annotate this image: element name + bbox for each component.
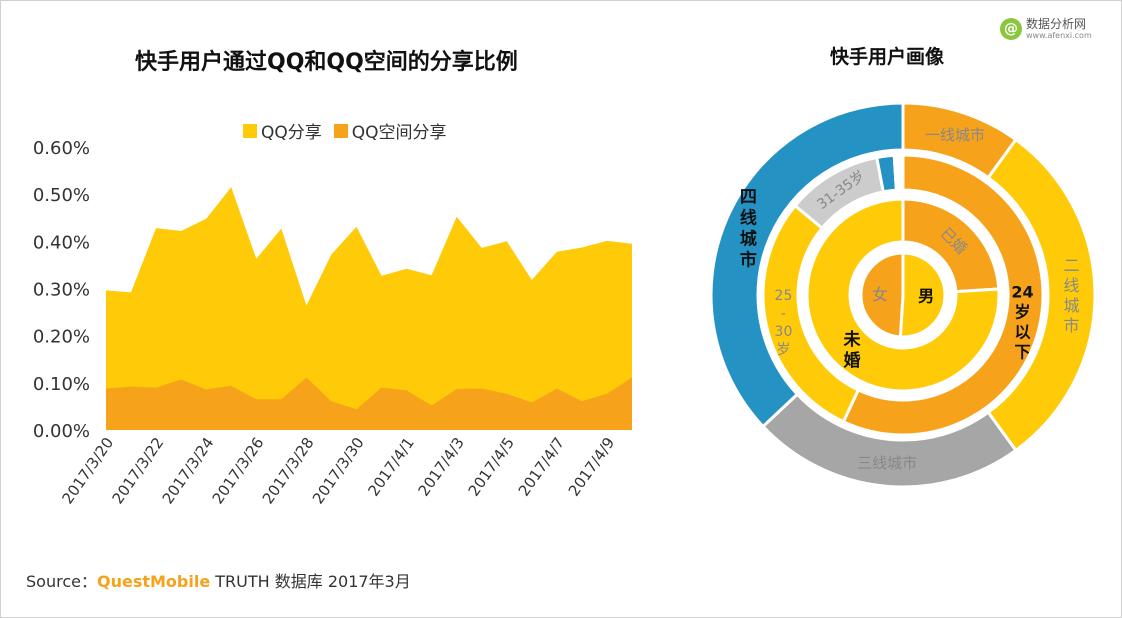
source-prefix: Source： xyxy=(26,572,97,591)
area-chart: 0.00% 0.10% 0.20% 0.30% 0.40% 0.50% 0.60% 2017/… xyxy=(33,138,632,507)
area-chart-legend: QQ分享 QQ空间分享 xyxy=(243,118,459,143)
legend-swatch-qq xyxy=(243,123,257,138)
source-suffix: TRUTH 数据库 2017年3月 xyxy=(210,572,411,591)
x-tick-label: 2017/4/5 xyxy=(465,434,518,500)
legend-item-qzone: QQ空间分享 xyxy=(333,118,447,143)
x-tick-label: 2017/4/3 xyxy=(415,434,468,500)
legend-label-qzone: QQ空间分享 xyxy=(351,123,447,143)
y-tick-label: 0.10% xyxy=(33,374,90,395)
y-tick-label: 0.40% xyxy=(33,232,90,253)
at-icon: @ xyxy=(1000,18,1022,40)
series-area-qzone xyxy=(106,377,632,430)
pie-chart-title: 快手用户画像 xyxy=(830,46,945,68)
y-tick-label: 0.60% xyxy=(33,138,90,159)
x-tick-label: 2017/4/9 xyxy=(565,434,618,500)
watermark-url: www.afenxi.com xyxy=(1026,31,1092,40)
legend-swatch-qzone xyxy=(333,123,348,138)
y-tick-label: 0.00% xyxy=(33,421,90,442)
watermark-logo: @ 数据分析网 www.afenxi.com xyxy=(1000,18,1092,40)
y-tick-label: 0.30% xyxy=(33,280,90,301)
x-tick-label: 2017/3/30 xyxy=(309,434,368,507)
source-brand: QuestMobile xyxy=(96,572,211,591)
source-note: Source：QuestMobile TRUTH 数据库 2017年3月 xyxy=(26,568,411,592)
area-chart-title: 快手用户通过QQ和QQ空间的分享比例 xyxy=(135,50,518,75)
watermark-name: 数据分析网 xyxy=(1026,17,1087,31)
x-tick-label: 2017/4/7 xyxy=(515,434,568,500)
y-tick-label: 0.50% xyxy=(33,185,90,206)
legend-label-qq: QQ分享 xyxy=(261,123,322,143)
series-area-qq xyxy=(106,187,632,430)
y-tick-label: 0.20% xyxy=(33,327,90,348)
x-tick-label: 2017/4/1 xyxy=(364,434,417,500)
legend-item-qq: QQ分享 xyxy=(243,118,322,143)
